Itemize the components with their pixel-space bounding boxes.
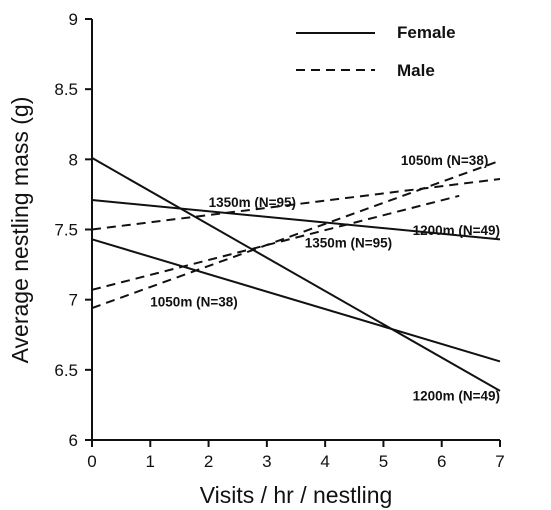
- y-tick-label: 6.5: [54, 361, 78, 380]
- line-label-1: 1350m (N=95): [209, 195, 296, 210]
- y-tick-label: 7: [69, 291, 78, 310]
- legend: Female Male: [296, 23, 456, 80]
- y-axis-title: Average nestling mass (g): [7, 97, 33, 364]
- x-tick-label: 4: [320, 452, 329, 471]
- x-tick-label: 0: [87, 452, 96, 471]
- line-label-5: 1200m (N=49): [413, 389, 500, 404]
- x-tick-label: 5: [379, 452, 388, 471]
- y-tick-label: 6: [69, 431, 78, 450]
- line-label-3: 1350m (N=95): [305, 236, 392, 251]
- axes: 0 1 2 3 4 5 6 7 6 6.5 7 7.5 8 8.5 9: [54, 10, 504, 471]
- x-axis-title: Visits / hr / nestling: [200, 482, 393, 508]
- female-line-0: [91, 199, 501, 241]
- line-label-4: 1050m (N=38): [150, 295, 237, 310]
- plot-lines: [91, 157, 501, 392]
- male-line-5: [91, 194, 460, 291]
- male-line-4: [91, 159, 501, 310]
- x-tick-label: 3: [262, 452, 271, 471]
- female-line-1: [91, 238, 501, 363]
- x-tick-label: 1: [146, 452, 155, 471]
- x-tick-label: 6: [437, 452, 446, 471]
- line-label-2: 1200m (N=49): [413, 223, 500, 238]
- y-tick-label: 9: [69, 10, 78, 29]
- y-tick-label: 7.5: [54, 221, 78, 240]
- y-tick-label: 8.5: [54, 80, 78, 99]
- x-tick-label: 2: [204, 452, 213, 471]
- female-line-2: [91, 157, 501, 392]
- line-label-0: 1050m (N=38): [401, 153, 488, 168]
- legend-male-label: Male: [397, 61, 435, 80]
- legend-female-label: Female: [397, 23, 456, 42]
- male-line-3: [91, 177, 501, 231]
- y-tick-label: 8: [69, 150, 78, 169]
- x-tick-label: 7: [495, 452, 504, 471]
- line-labels: 1050m (N=38) 1350m (N=95) 1200m (N=49) 1350…: [150, 153, 500, 404]
